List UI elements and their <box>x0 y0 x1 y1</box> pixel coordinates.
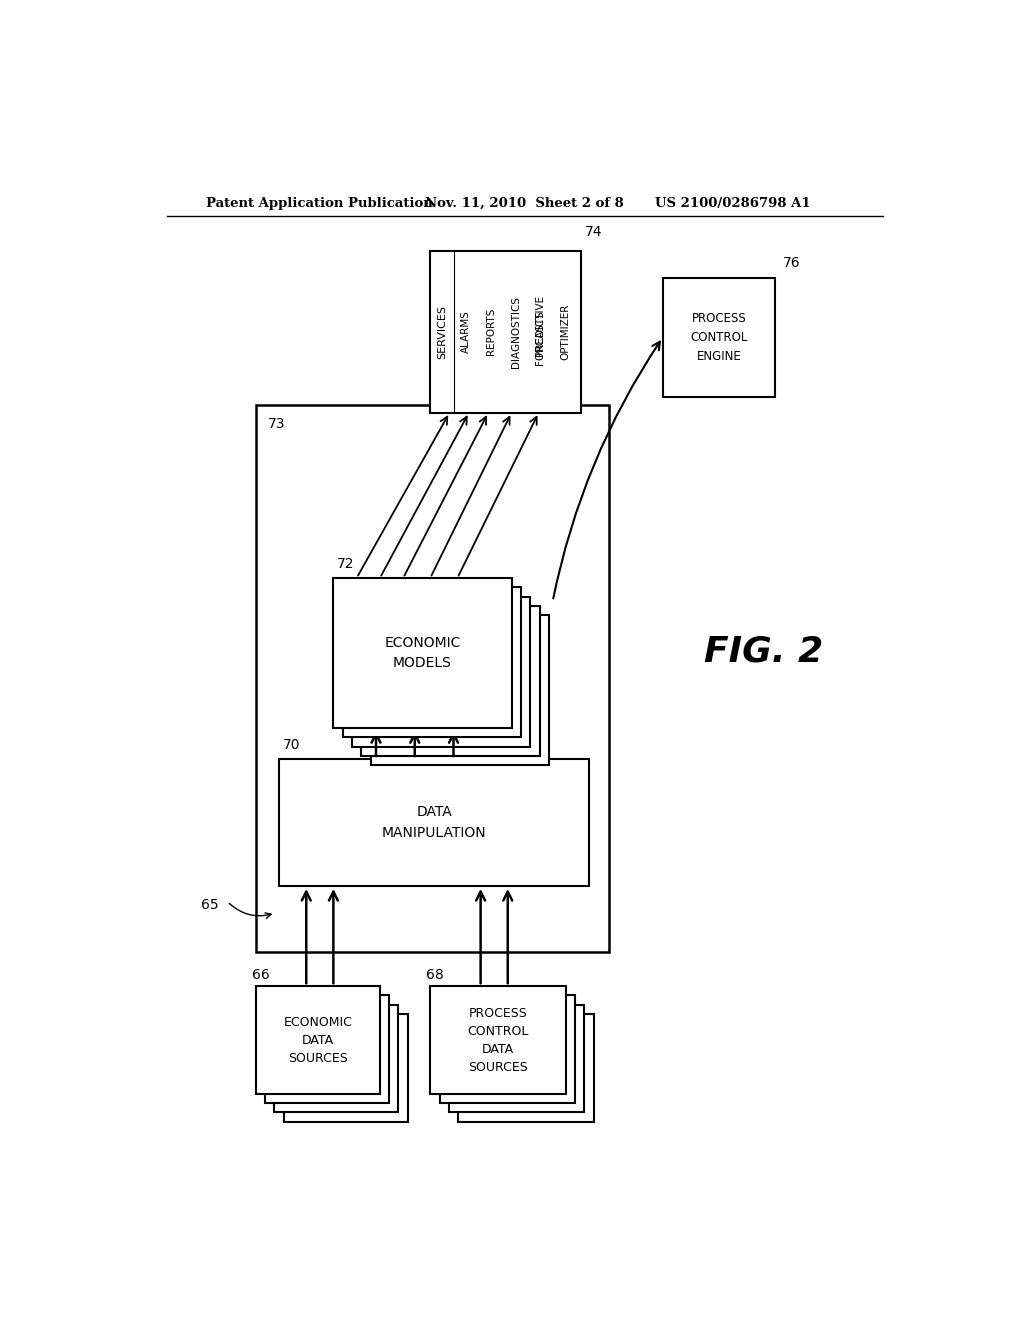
Bar <box>449 1005 585 1113</box>
Bar <box>343 587 521 738</box>
Bar <box>663 277 775 397</box>
Text: REPORTS: REPORTS <box>485 308 496 355</box>
Text: FORCASTS: FORCASTS <box>536 310 546 366</box>
Bar <box>284 1014 408 1122</box>
Text: 65: 65 <box>201 899 218 912</box>
Text: Nov. 11, 2010  Sheet 2 of 8: Nov. 11, 2010 Sheet 2 of 8 <box>425 197 625 210</box>
Bar <box>352 597 530 747</box>
Bar <box>361 606 540 756</box>
Bar <box>256 405 608 952</box>
Bar <box>280 759 589 886</box>
Text: DIAGNOSTICS: DIAGNOSTICS <box>511 296 520 368</box>
Text: 66: 66 <box>252 968 269 982</box>
Text: DATA
MANIPULATION: DATA MANIPULATION <box>382 805 486 840</box>
Bar <box>439 995 575 1104</box>
Text: 74: 74 <box>586 226 603 239</box>
Text: OPTIMIZER: OPTIMIZER <box>560 304 570 360</box>
Text: ECONOMIC
MODELS: ECONOMIC MODELS <box>384 636 461 671</box>
Bar <box>274 1005 398 1113</box>
Bar <box>430 251 582 412</box>
Text: PROCESS
CONTROL
DATA
SOURCES: PROCESS CONTROL DATA SOURCES <box>467 1007 528 1073</box>
Bar <box>256 986 380 1094</box>
Bar <box>458 1014 594 1122</box>
Text: Patent Application Publication: Patent Application Publication <box>206 197 432 210</box>
Bar <box>265 995 389 1104</box>
Text: PROCESS
CONTROL
ENGINE: PROCESS CONTROL ENGINE <box>690 312 748 363</box>
Text: 72: 72 <box>337 557 354 572</box>
Text: SERVICES: SERVICES <box>437 305 446 359</box>
Bar <box>371 615 549 766</box>
Text: US 2100/0286798 A1: US 2100/0286798 A1 <box>655 197 811 210</box>
Text: 70: 70 <box>283 738 300 752</box>
Text: ECONOMIC
DATA
SOURCES: ECONOMIC DATA SOURCES <box>284 1015 352 1064</box>
Text: PREDICTIVE: PREDICTIVE <box>536 294 546 356</box>
Text: 73: 73 <box>267 417 285 432</box>
Text: 76: 76 <box>783 256 801 271</box>
Bar <box>334 578 512 729</box>
Text: ALARMS: ALARMS <box>461 310 471 352</box>
Bar <box>430 986 566 1094</box>
Text: 68: 68 <box>426 968 444 982</box>
Text: FIG. 2: FIG. 2 <box>703 634 823 668</box>
